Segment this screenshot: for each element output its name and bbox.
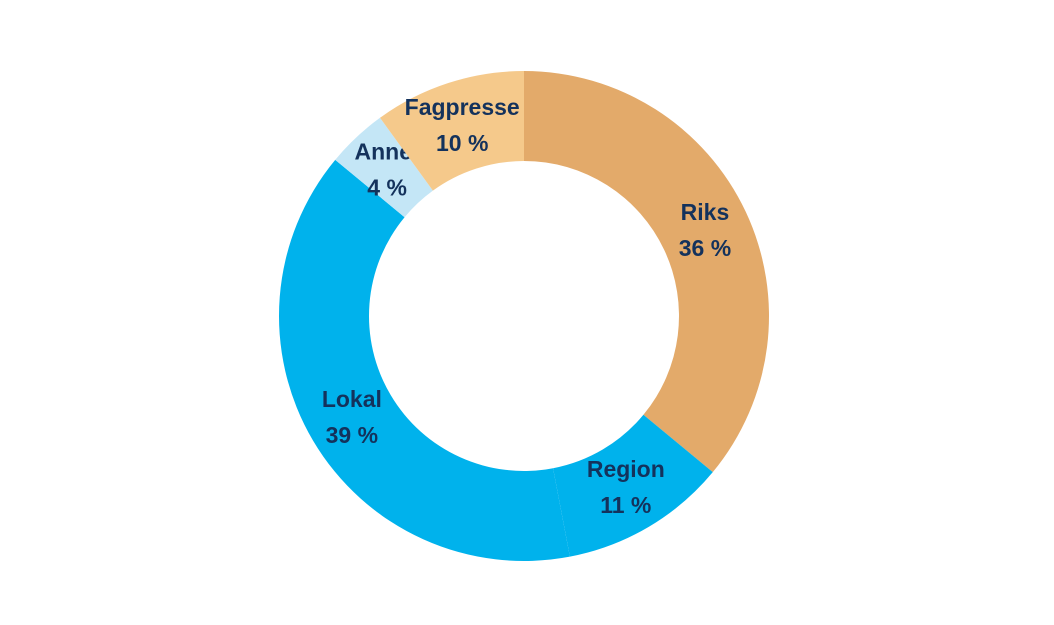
donut-slice [379,71,524,191]
slice-label: Riks [681,199,730,225]
slice-value-label: 36 % [679,235,731,261]
donut-slice [278,159,570,561]
slice-value-label: 11 % [600,492,651,518]
slice-value-label: 39 % [326,422,378,448]
slice-label: Region [587,456,665,482]
donut-slice [335,117,433,218]
donut-slice [524,71,769,473]
donut-slice [553,414,713,557]
slice-value-label: 10 % [436,130,488,156]
slice-label: Lokal [322,386,382,412]
slice-label: Fagpresse [405,94,520,120]
slice-value-label: 4 % [367,174,407,200]
